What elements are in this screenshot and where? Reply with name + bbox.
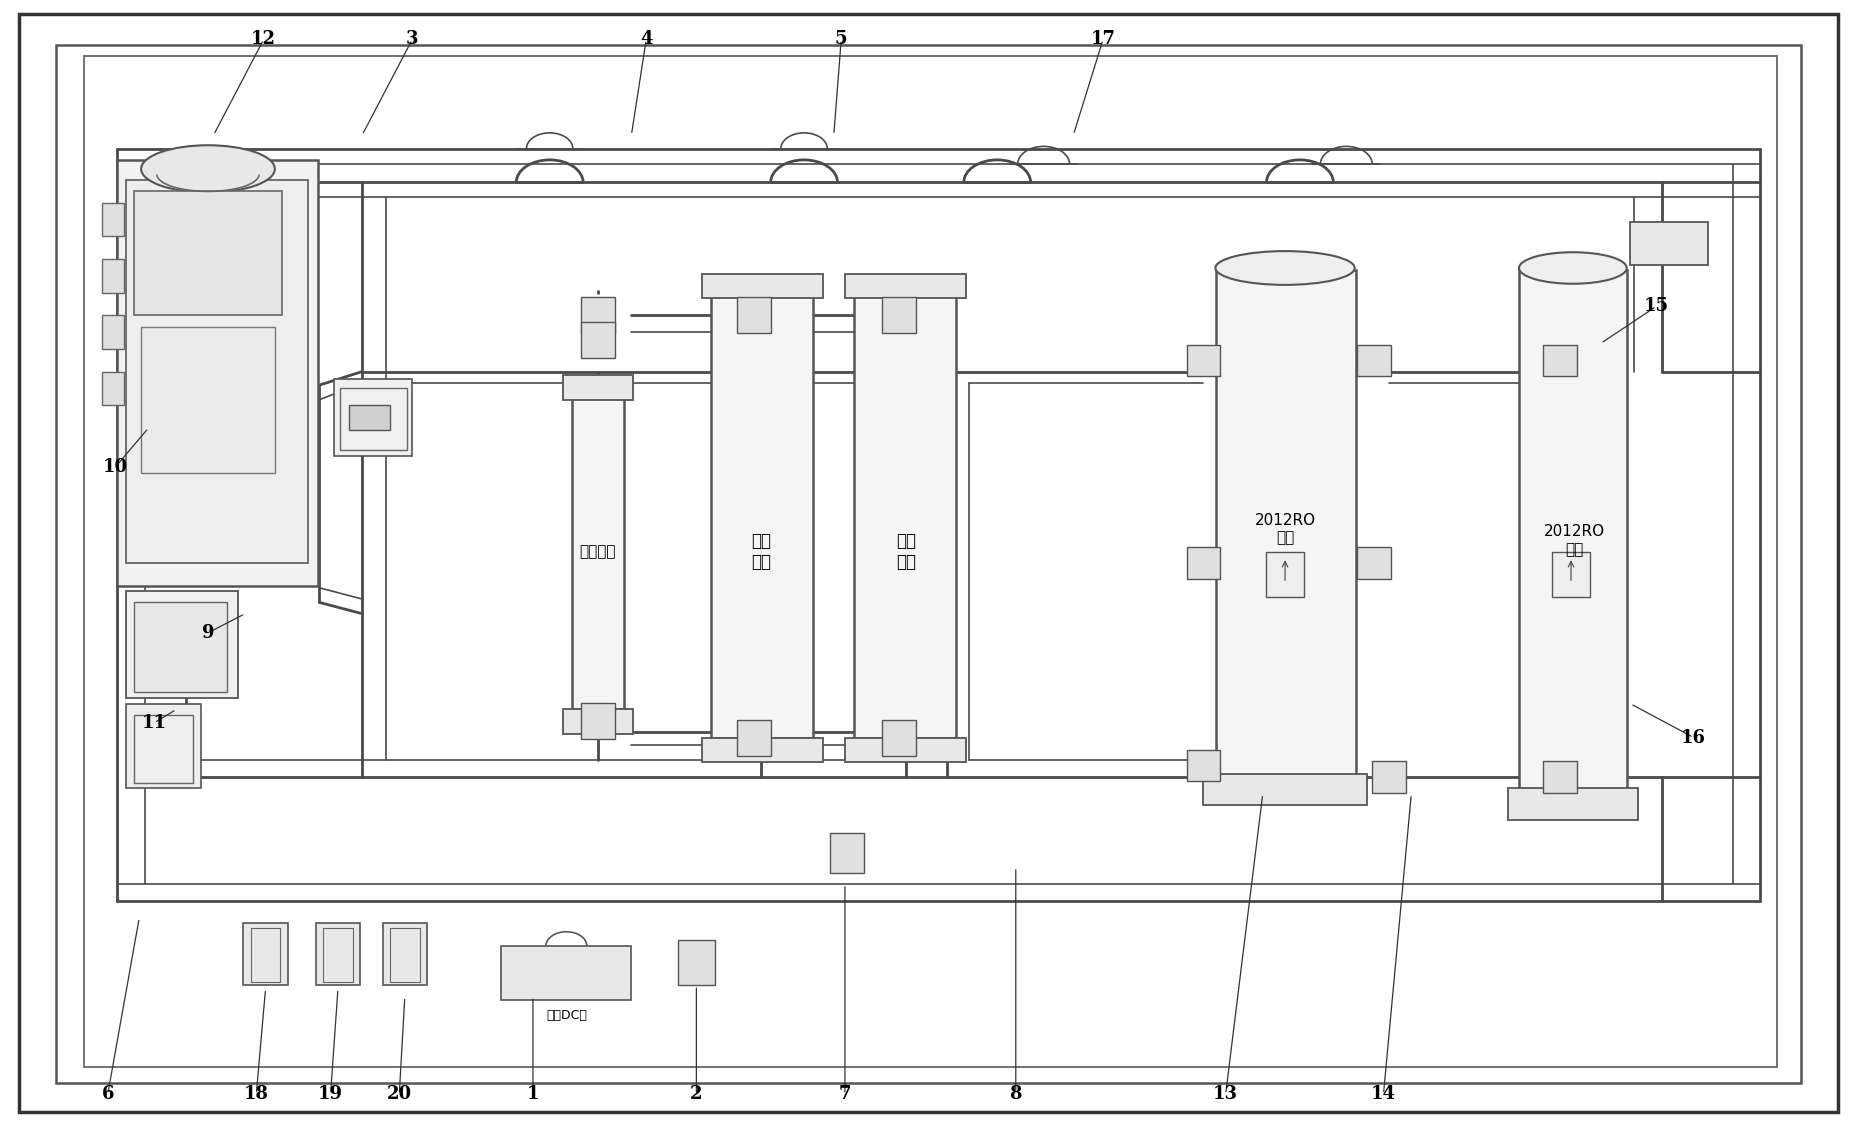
Bar: [141, 327, 275, 473]
Bar: [323, 928, 353, 982]
Bar: [581, 322, 615, 358]
Text: 复合
滤芯: 复合 滤芯: [752, 533, 771, 571]
Bar: [501, 946, 631, 1000]
Text: 16: 16: [1681, 729, 1707, 747]
Bar: [1266, 552, 1304, 597]
Bar: [1187, 547, 1220, 579]
Bar: [737, 720, 771, 756]
Bar: [563, 375, 633, 400]
Text: 8: 8: [1010, 1085, 1021, 1103]
Bar: [737, 297, 771, 333]
Bar: [383, 923, 427, 985]
Ellipse shape: [1519, 252, 1627, 284]
Bar: [102, 315, 124, 349]
Bar: [1508, 788, 1638, 820]
Bar: [84, 56, 1777, 1067]
Bar: [1203, 774, 1367, 805]
Text: 7: 7: [839, 1085, 851, 1103]
Bar: [1372, 761, 1406, 793]
Text: 12: 12: [251, 30, 277, 48]
Bar: [854, 293, 956, 738]
Bar: [711, 293, 813, 738]
Bar: [1187, 345, 1220, 376]
Bar: [572, 396, 624, 709]
Bar: [1187, 750, 1220, 781]
Bar: [1543, 761, 1577, 793]
Text: 13: 13: [1213, 1085, 1239, 1103]
Bar: [390, 928, 420, 982]
Bar: [102, 259, 124, 293]
Bar: [102, 372, 124, 405]
Text: 1: 1: [527, 1085, 539, 1103]
Bar: [134, 191, 282, 315]
Text: 11: 11: [141, 714, 167, 732]
Bar: [126, 180, 308, 563]
Bar: [845, 738, 966, 762]
Text: 电源DC口: 电源DC口: [546, 1009, 587, 1022]
Ellipse shape: [1214, 251, 1354, 285]
Bar: [340, 388, 407, 450]
Text: 2012RO
膜壳: 2012RO 膜壳: [1545, 525, 1604, 556]
Text: 2012RO
膜壳: 2012RO 膜壳: [1255, 513, 1315, 545]
Bar: [349, 405, 390, 430]
Bar: [702, 274, 823, 298]
Text: 19: 19: [318, 1085, 344, 1103]
Bar: [134, 602, 227, 692]
Text: 6: 6: [102, 1085, 113, 1103]
Text: 9: 9: [202, 624, 214, 642]
Bar: [581, 703, 615, 739]
Bar: [1630, 222, 1708, 265]
Bar: [1357, 345, 1391, 376]
Text: 3: 3: [407, 30, 418, 48]
Bar: [102, 203, 124, 236]
Text: 18: 18: [243, 1085, 269, 1103]
Bar: [134, 715, 193, 783]
Bar: [882, 720, 916, 756]
Bar: [126, 704, 201, 788]
Text: 后置口感: 后置口感: [579, 544, 617, 560]
Bar: [251, 928, 280, 982]
Text: 4: 4: [641, 30, 652, 48]
Text: 5: 5: [836, 30, 847, 48]
Bar: [845, 274, 966, 298]
Bar: [581, 297, 615, 333]
Bar: [334, 379, 412, 456]
Text: 14: 14: [1370, 1085, 1396, 1103]
Text: 10: 10: [102, 458, 128, 476]
Bar: [678, 940, 715, 985]
Bar: [243, 923, 288, 985]
Bar: [1519, 270, 1627, 790]
Ellipse shape: [141, 145, 275, 193]
Text: 2: 2: [691, 1085, 702, 1103]
Bar: [1357, 547, 1391, 579]
Bar: [882, 297, 916, 333]
Text: 复合
滤芯: 复合 滤芯: [897, 533, 916, 571]
Bar: [316, 923, 360, 985]
Text: 15: 15: [1643, 297, 1669, 315]
Bar: [702, 738, 823, 762]
Bar: [1552, 552, 1590, 597]
Text: 20: 20: [386, 1085, 412, 1103]
Bar: [1216, 270, 1356, 777]
Bar: [830, 833, 864, 873]
Bar: [563, 709, 633, 734]
Text: 17: 17: [1090, 30, 1116, 48]
Bar: [117, 160, 318, 586]
Bar: [1543, 345, 1577, 376]
Bar: [126, 591, 238, 698]
